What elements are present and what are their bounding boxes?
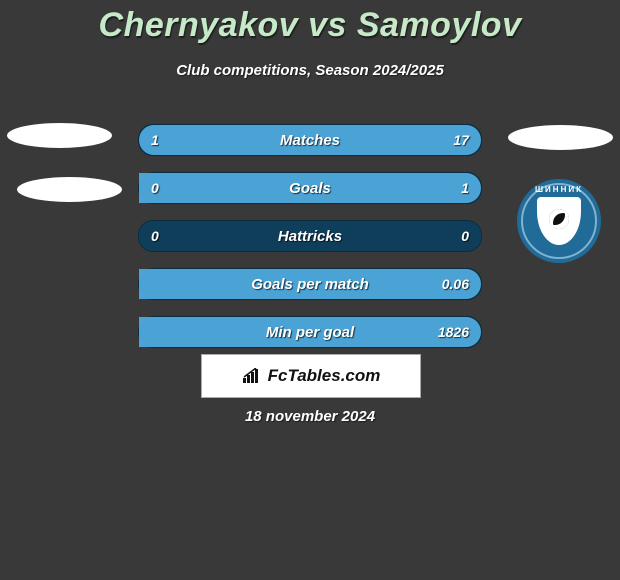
chart-icon [242, 368, 262, 384]
stat-label: Matches [139, 125, 481, 155]
stat-label: Hattricks [139, 221, 481, 251]
stat-bars: 1 Matches 17 0 Goals 1 0 Hattricks 0 Goa… [138, 124, 482, 364]
comparison-widget: Chernyakov vs Samoylov Club competitions… [0, 0, 620, 580]
stat-bar-min-per-goal: Min per goal 1826 [138, 316, 482, 348]
club-badge-text: ШИННИК [517, 185, 601, 194]
stat-label: Goals [139, 173, 481, 203]
stat-right-value: 1826 [438, 317, 469, 347]
stat-right-value: 17 [453, 125, 469, 155]
player1-photo-placeholder [7, 123, 112, 148]
stat-right-value: 1 [461, 173, 469, 203]
stat-label: Goals per match [139, 269, 481, 299]
player1-club-placeholder [17, 177, 122, 202]
generated-date: 18 november 2024 [0, 408, 620, 425]
stat-label: Min per goal [139, 317, 481, 347]
brand-text: FcTables.com [268, 366, 381, 386]
stat-bar-goals: 0 Goals 1 [138, 172, 482, 204]
stat-bar-matches: 1 Matches 17 [138, 124, 482, 156]
stat-right-value: 0 [461, 221, 469, 251]
player2-club-badge: ШИННИК [517, 179, 601, 263]
brand-link[interactable]: FcTables.com [201, 354, 421, 398]
stat-right-value: 0.06 [442, 269, 469, 299]
page-title: Chernyakov vs Samoylov [0, 6, 620, 45]
stat-bar-goals-per-match: Goals per match 0.06 [138, 268, 482, 300]
season-subtitle: Club competitions, Season 2024/2025 [0, 62, 620, 79]
player2-photo-placeholder [508, 125, 613, 150]
stat-bar-hattricks: 0 Hattricks 0 [138, 220, 482, 252]
